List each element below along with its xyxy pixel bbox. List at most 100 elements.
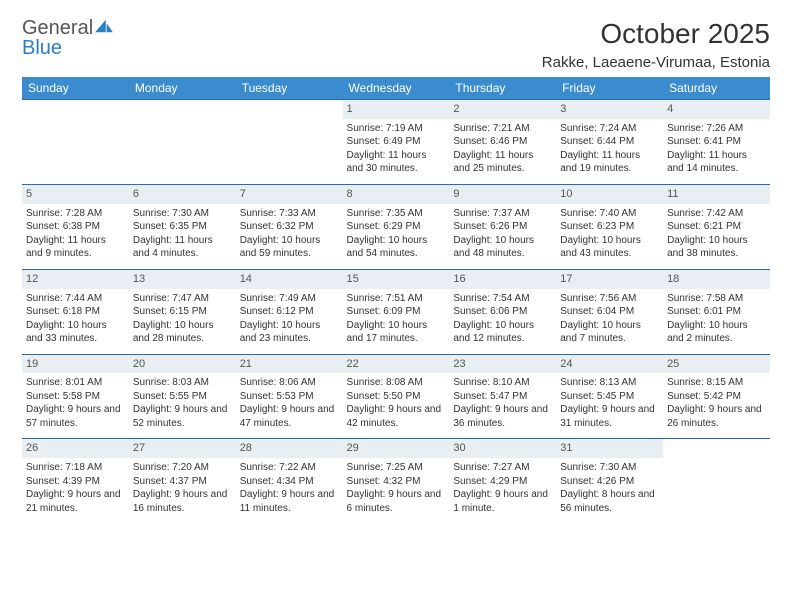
day-data: Sunrise: 7:19 AMSunset: 6:49 PMDaylight:…	[347, 122, 446, 176]
day-data: Sunrise: 7:22 AMSunset: 4:34 PMDaylight:…	[240, 461, 339, 515]
daylight: Daylight: 10 hours and 33 minutes.	[26, 319, 125, 346]
day-cell: 20 Sunrise: 8:03 AMSunset: 5:55 PMDayligh…	[129, 354, 236, 439]
day-number: 31	[556, 439, 663, 458]
sunrise: Sunrise: 7:22 AM	[240, 461, 339, 475]
sunrise: Sunrise: 8:08 AM	[347, 376, 446, 390]
daylight: Daylight: 11 hours and 30 minutes.	[347, 149, 446, 176]
sunrise: Sunrise: 7:19 AM	[347, 122, 446, 136]
sunset: Sunset: 6:38 PM	[26, 220, 125, 234]
day-data: Sunrise: 8:06 AMSunset: 5:53 PMDaylight:…	[240, 376, 339, 430]
sunrise: Sunrise: 8:01 AM	[26, 376, 125, 390]
sunrise: Sunrise: 7:44 AM	[26, 292, 125, 306]
day-data: Sunrise: 8:03 AMSunset: 5:55 PMDaylight:…	[133, 376, 232, 430]
calendar-table: Sunday Monday Tuesday Wednesday Thursday…	[22, 77, 770, 523]
day-data: Sunrise: 7:30 AMSunset: 6:35 PMDaylight:…	[133, 207, 232, 261]
sail-icon	[93, 18, 115, 34]
weekday-header: Sunday	[22, 77, 129, 100]
day-number: 9	[449, 185, 556, 204]
weekday-header: Tuesday	[236, 77, 343, 100]
daylight: Daylight: 9 hours and 6 minutes.	[347, 488, 446, 515]
day-cell: 14Sunrise: 7:49 AMSunset: 6:12 PMDayligh…	[236, 269, 343, 354]
month-title: October 2025	[542, 18, 770, 50]
day-cell: 13 Sunrise: 7:47 AMSunset: 6:15 PMDayligh…	[129, 269, 236, 354]
sunset: Sunset: 6:01 PM	[667, 305, 766, 319]
day-cell: 7 Sunrise: 7:33 AMSunset: 6:32 PMDaylight…	[236, 184, 343, 269]
sunset: Sunset: 6:23 PM	[560, 220, 659, 234]
week-row: 1 Sunrise: 7:19 AMSunset: 6:49 PMDaylight…	[22, 100, 770, 185]
daylight: Daylight: 9 hours and 57 minutes.	[26, 403, 125, 430]
day-data: Sunrise: 7:26 AMSunset: 6:41 PMDaylight:…	[667, 122, 766, 176]
daylight: Daylight: 9 hours and 47 minutes.	[240, 403, 339, 430]
day-number: 30	[449, 439, 556, 458]
sunrise: Sunrise: 7:26 AM	[667, 122, 766, 136]
day-number: 1	[343, 100, 450, 119]
day-number: 7	[236, 185, 343, 204]
day-number: 25	[663, 355, 770, 374]
day-data: Sunrise: 8:13 AMSunset: 5:45 PMDaylight:…	[560, 376, 659, 430]
sunset: Sunset: 6:29 PM	[347, 220, 446, 234]
day-cell: 30Sunrise: 7:27 AMSunset: 4:29 PMDayligh…	[449, 439, 556, 523]
day-cell: 21 Sunrise: 8:06 AMSunset: 5:53 PMDayligh…	[236, 354, 343, 439]
day-number: 12	[22, 270, 129, 289]
week-row: 12 Sunrise: 7:44 AMSunset: 6:18 PMDayligh…	[22, 269, 770, 354]
weekday-header-row: Sunday Monday Tuesday Wednesday Thursday…	[22, 77, 770, 100]
sunrise: Sunrise: 8:06 AM	[240, 376, 339, 390]
day-data: Sunrise: 7:33 AMSunset: 6:32 PMDaylight:…	[240, 207, 339, 261]
day-number: 20	[129, 355, 236, 374]
daylight: Daylight: 10 hours and 59 minutes.	[240, 234, 339, 261]
sunset: Sunset: 5:42 PM	[667, 390, 766, 404]
day-data: Sunrise: 7:37 AMSunset: 6:26 PMDaylight:…	[453, 207, 552, 261]
sunrise: Sunrise: 7:28 AM	[26, 207, 125, 221]
daylight: Daylight: 10 hours and 7 minutes.	[560, 319, 659, 346]
sunrise: Sunrise: 7:30 AM	[560, 461, 659, 475]
day-data: Sunrise: 7:47 AMSunset: 6:15 PMDaylight:…	[133, 292, 232, 346]
sunrise: Sunrise: 7:35 AM	[347, 207, 446, 221]
weekday-header: Monday	[129, 77, 236, 100]
day-number: 13	[129, 270, 236, 289]
daylight: Daylight: 9 hours and 26 minutes.	[667, 403, 766, 430]
day-number: 21	[236, 355, 343, 374]
day-data: Sunrise: 7:20 AMSunset: 4:37 PMDaylight:…	[133, 461, 232, 515]
brand-text: General Blue	[22, 18, 115, 58]
day-cell	[236, 100, 343, 185]
day-data: Sunrise: 7:25 AMSunset: 4:32 PMDaylight:…	[347, 461, 446, 515]
day-data: Sunrise: 7:56 AMSunset: 6:04 PMDaylight:…	[560, 292, 659, 346]
day-data: Sunrise: 7:18 AMSunset: 4:39 PMDaylight:…	[26, 461, 125, 515]
day-data: Sunrise: 7:42 AMSunset: 6:21 PMDaylight:…	[667, 207, 766, 261]
calendar-body: 1 Sunrise: 7:19 AMSunset: 6:49 PMDaylight…	[22, 100, 770, 524]
daylight: Daylight: 9 hours and 11 minutes.	[240, 488, 339, 515]
sunset: Sunset: 6:06 PM	[453, 305, 552, 319]
sunset: Sunset: 4:32 PM	[347, 475, 446, 489]
day-number: 17	[556, 270, 663, 289]
day-number: 28	[236, 439, 343, 458]
sunrise: Sunrise: 8:15 AM	[667, 376, 766, 390]
day-number: 2	[449, 100, 556, 119]
day-cell: 27Sunrise: 7:20 AMSunset: 4:37 PMDayligh…	[129, 439, 236, 523]
daylight: Daylight: 10 hours and 28 minutes.	[133, 319, 232, 346]
weekday-header: Friday	[556, 77, 663, 100]
day-cell: 11Sunrise: 7:42 AMSunset: 6:21 PMDayligh…	[663, 184, 770, 269]
sunrise: Sunrise: 7:54 AM	[453, 292, 552, 306]
day-number: 18	[663, 270, 770, 289]
sunset: Sunset: 6:15 PM	[133, 305, 232, 319]
sunset: Sunset: 5:53 PM	[240, 390, 339, 404]
day-cell: 18Sunrise: 7:58 AMSunset: 6:01 PMDayligh…	[663, 269, 770, 354]
daylight: Daylight: 9 hours and 1 minute.	[453, 488, 552, 515]
day-number: 19	[22, 355, 129, 374]
daylight: Daylight: 9 hours and 36 minutes.	[453, 403, 552, 430]
daylight: Daylight: 10 hours and 43 minutes.	[560, 234, 659, 261]
week-row: 5 Sunrise: 7:28 AMSunset: 6:38 PM Daylight…	[22, 184, 770, 269]
day-cell	[129, 100, 236, 185]
day-data: Sunrise: 7:51 AMSunset: 6:09 PMDaylight:…	[347, 292, 446, 346]
daylight: Daylight: 9 hours and 21 minutes.	[26, 488, 125, 515]
day-data: Sunrise: 7:44 AMSunset: 6:18 PMDaylight:…	[26, 292, 125, 346]
sunrise: Sunrise: 8:13 AM	[560, 376, 659, 390]
daylight: Daylight: 11 hours and 4 minutes.	[133, 234, 232, 261]
sunset: Sunset: 5:50 PM	[347, 390, 446, 404]
day-number: 5	[22, 185, 129, 204]
day-number: 14	[236, 270, 343, 289]
day-cell: 1 Sunrise: 7:19 AMSunset: 6:49 PMDaylight…	[343, 100, 450, 185]
weekday-header: Wednesday	[343, 77, 450, 100]
day-cell: 22Sunrise: 8:08 AMSunset: 5:50 PMDayligh…	[343, 354, 450, 439]
day-cell	[22, 100, 129, 185]
